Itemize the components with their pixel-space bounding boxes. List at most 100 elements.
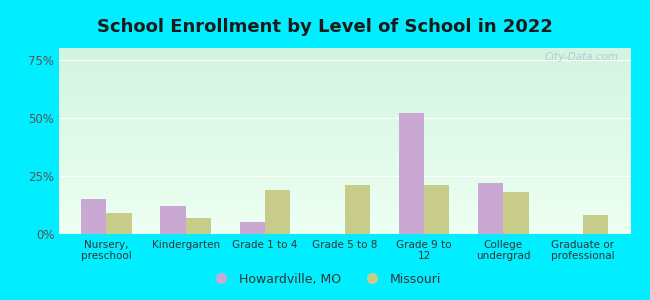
Bar [58, 141, 630, 142]
Bar [58, 173, 630, 175]
Bar [58, 96, 630, 97]
Bar [58, 171, 630, 172]
Bar [58, 128, 630, 129]
Bar [58, 216, 630, 217]
Bar [58, 222, 630, 223]
Bar [58, 85, 630, 86]
Text: School Enrollment by Level of School in 2022: School Enrollment by Level of School in … [97, 18, 553, 36]
Bar [583, 215, 608, 234]
Bar [58, 230, 630, 231]
Bar [58, 90, 630, 91]
Bar [58, 229, 630, 230]
Bar [58, 116, 630, 117]
Bar [58, 69, 630, 70]
Bar [58, 145, 630, 146]
Bar [58, 164, 630, 165]
Bar [424, 185, 449, 234]
Bar [58, 157, 630, 158]
Bar [58, 204, 630, 205]
Bar [58, 102, 630, 103]
Bar [58, 70, 630, 71]
Bar [240, 222, 265, 234]
Bar [58, 187, 630, 188]
Bar [58, 68, 630, 69]
Bar [58, 124, 630, 125]
Bar [58, 103, 630, 104]
Bar [58, 129, 630, 130]
Bar [58, 77, 630, 78]
Bar [58, 122, 630, 123]
Bar [58, 86, 630, 87]
Bar [58, 121, 630, 122]
Bar [58, 134, 630, 135]
Bar [58, 88, 630, 89]
Bar [58, 198, 630, 199]
Bar [58, 67, 630, 68]
Bar [58, 166, 630, 167]
Bar [58, 144, 630, 145]
Bar [58, 146, 630, 147]
Bar [58, 210, 630, 211]
Bar [58, 98, 630, 99]
Bar [58, 76, 630, 77]
Bar [58, 123, 630, 124]
Bar [58, 202, 630, 203]
Bar [58, 224, 630, 225]
Bar [58, 149, 630, 150]
Bar [58, 168, 630, 169]
Bar [58, 66, 630, 67]
Bar [58, 139, 630, 140]
Bar [58, 209, 630, 210]
Bar [58, 156, 630, 157]
Bar [58, 172, 630, 173]
Bar [58, 58, 630, 59]
Bar [58, 59, 630, 60]
Bar [58, 212, 630, 213]
Bar [58, 49, 630, 50]
Bar [58, 89, 630, 90]
Bar [58, 80, 630, 82]
Bar [58, 110, 630, 111]
Bar [58, 115, 630, 116]
Bar [58, 194, 630, 195]
Bar [58, 199, 630, 200]
Legend: Howardville, MO, Missouri: Howardville, MO, Missouri [204, 268, 446, 291]
Bar [58, 119, 630, 120]
Bar [58, 79, 630, 80]
Bar [478, 183, 503, 234]
Bar [58, 184, 630, 185]
Bar [58, 131, 630, 132]
Bar [58, 228, 630, 229]
Bar [58, 82, 630, 83]
Bar [58, 170, 630, 171]
Bar [265, 190, 291, 234]
Bar [58, 197, 630, 198]
Bar [58, 192, 630, 193]
Bar [58, 91, 630, 92]
Bar [58, 117, 630, 118]
Bar [58, 191, 630, 192]
Bar [58, 203, 630, 204]
Bar [58, 200, 630, 202]
Bar [344, 185, 370, 234]
Bar [58, 100, 630, 101]
Bar [58, 53, 630, 54]
Bar [58, 159, 630, 160]
Bar [58, 143, 630, 144]
Bar [58, 94, 630, 95]
Bar [58, 160, 630, 161]
Bar [58, 135, 630, 136]
Bar [58, 215, 630, 216]
Bar [58, 195, 630, 196]
Bar [58, 97, 630, 98]
Bar [58, 232, 630, 233]
Bar [58, 104, 630, 105]
Bar [58, 136, 630, 137]
Bar [58, 206, 630, 207]
Bar [58, 218, 630, 219]
Bar [58, 176, 630, 177]
Bar [58, 211, 630, 212]
Bar [58, 205, 630, 206]
Bar [58, 142, 630, 143]
Bar [58, 193, 630, 194]
